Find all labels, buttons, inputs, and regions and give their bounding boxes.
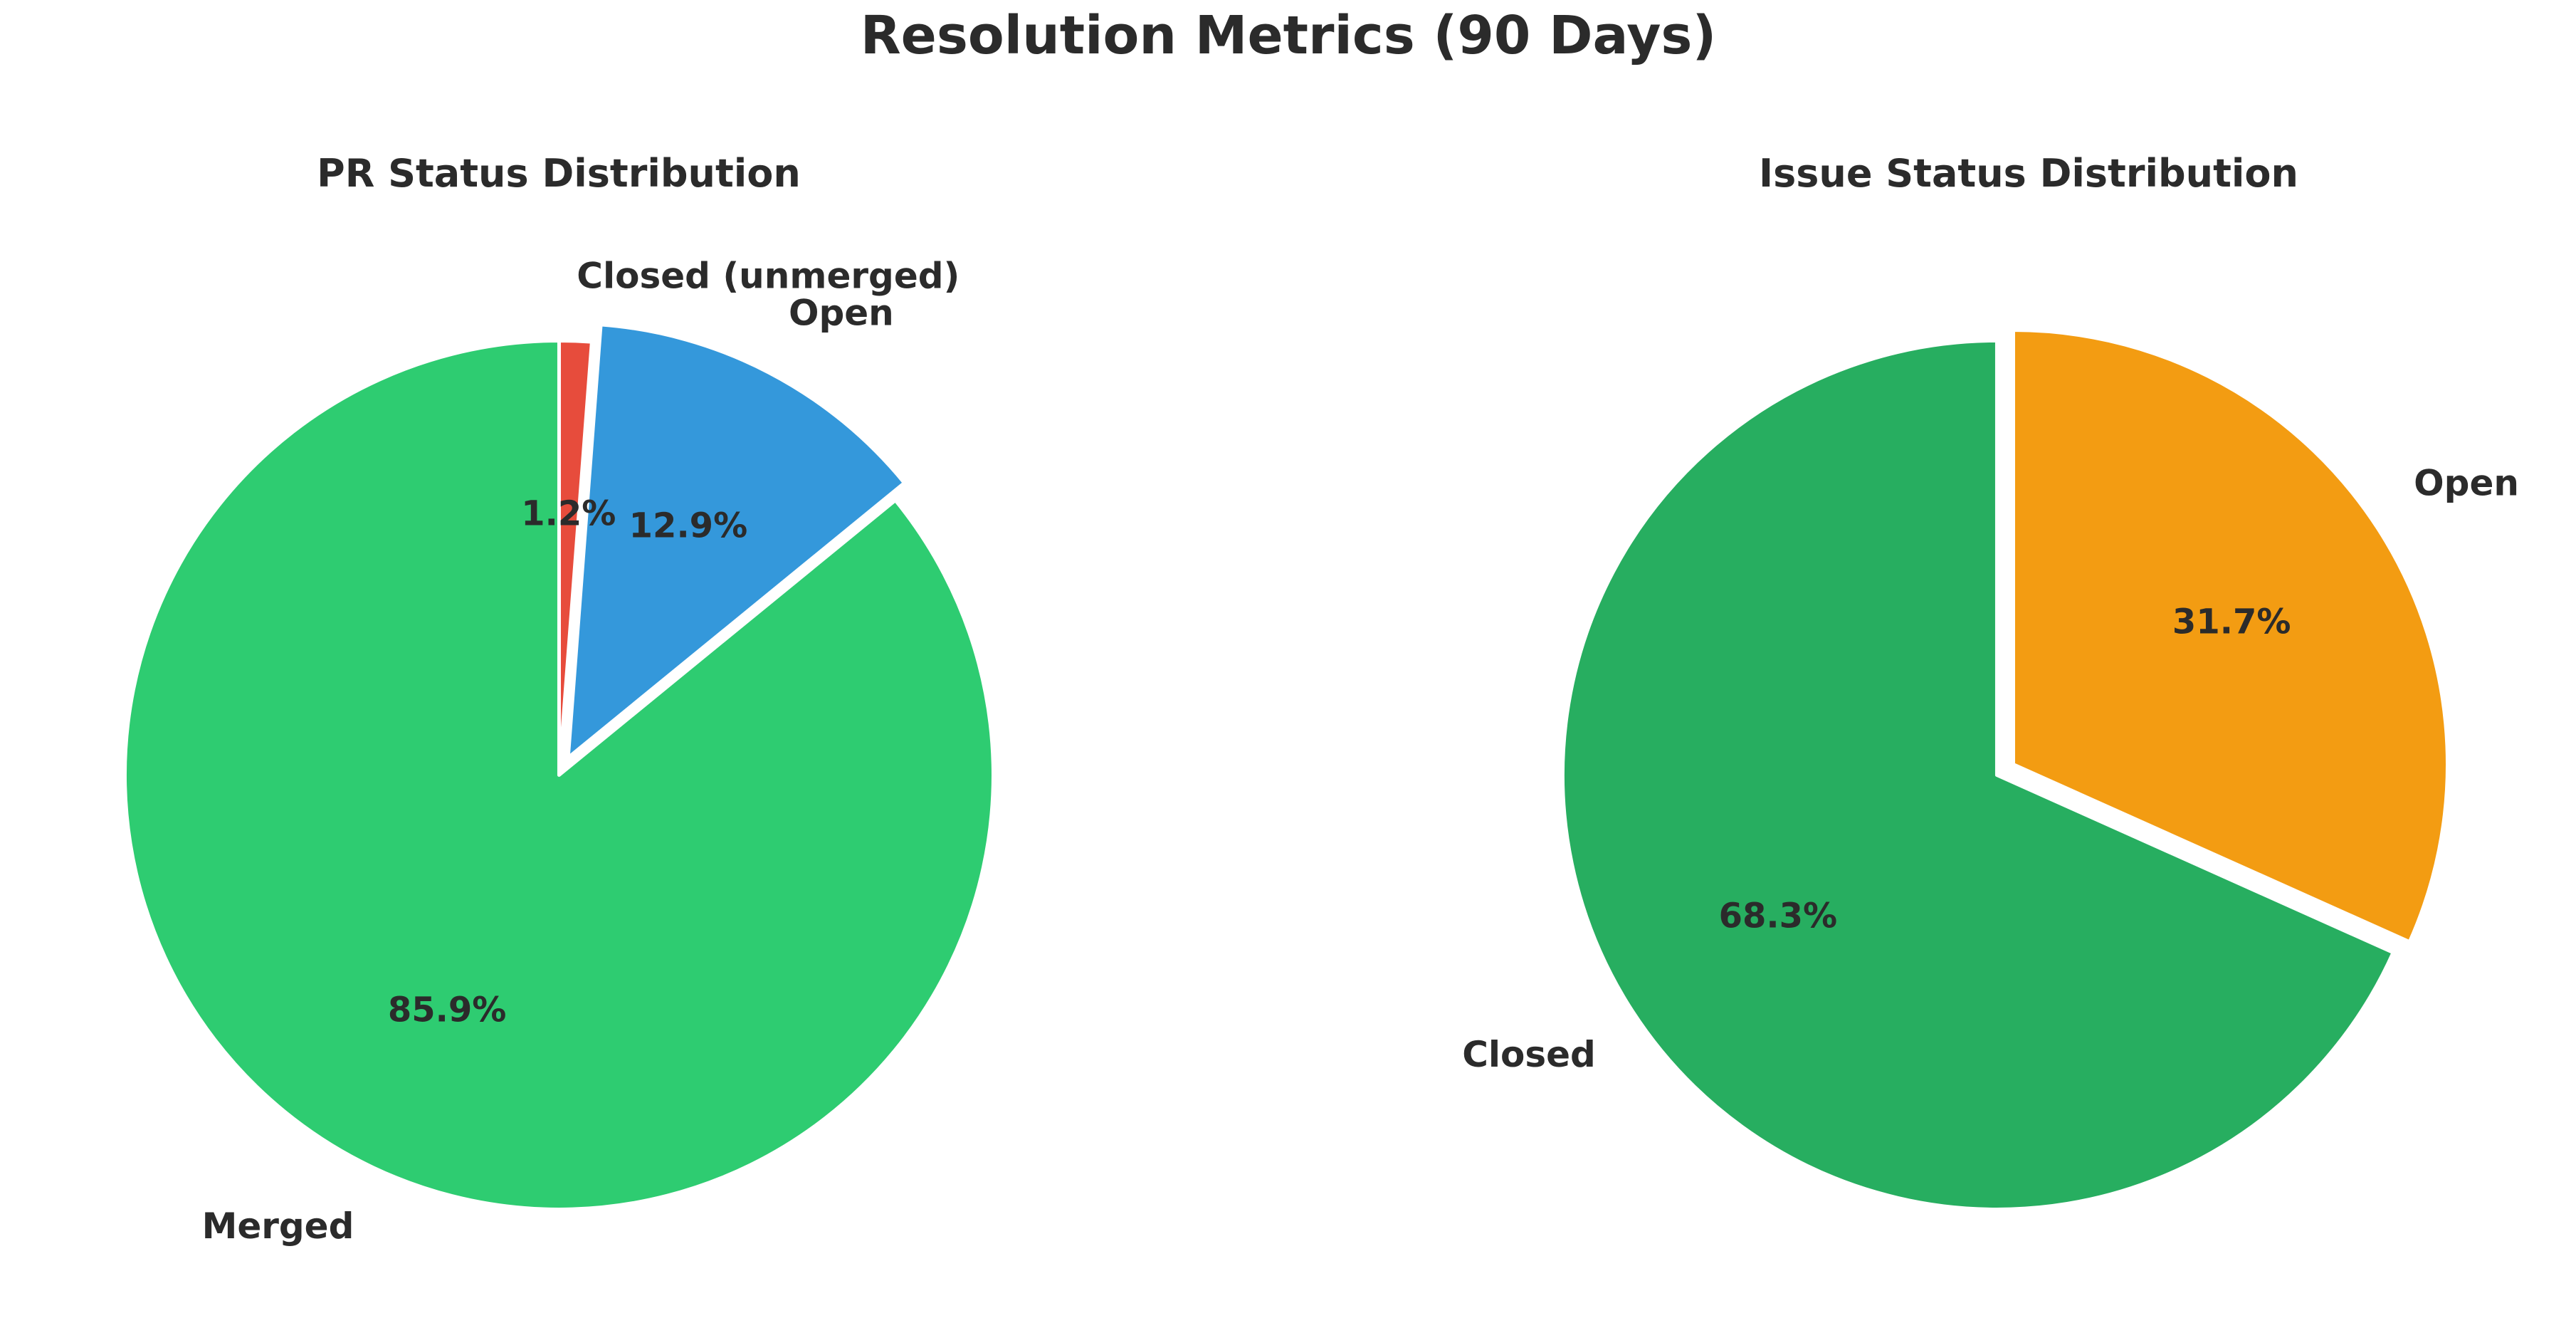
issue-status-distribution-pie — [1560, 328, 2449, 1211]
issue-status-distribution-label-closed: Closed — [1462, 1033, 1596, 1075]
pr-status-distribution-pie — [122, 322, 995, 1211]
pr-status-distribution-label-merged: Merged — [201, 1205, 354, 1248]
issue-status-distribution-slice-closed — [1560, 338, 2395, 1211]
figure-title: Resolution Metrics (90 Days) — [860, 5, 1717, 66]
issue-status-distribution-slice-open — [2011, 328, 2449, 943]
pr-status-distribution-label-closed-unmerged: Closed (unmerged) — [577, 255, 960, 297]
pr-status-chart-title: PR Status Distribution — [317, 151, 801, 196]
issue-status-distribution-pct-open: 31.7% — [2172, 602, 2291, 642]
pr-status-distribution-label-open: Open — [788, 292, 894, 334]
issue-status-distribution-label-open: Open — [2414, 462, 2519, 504]
pr-status-distribution-pct-open: 12.9% — [629, 506, 748, 546]
pr-status-distribution-slice-merged — [122, 338, 995, 1211]
pr-status-distribution-pct-merged: 85.9% — [387, 990, 507, 1030]
issue-status-distribution-pct-closed: 68.3% — [1718, 896, 1838, 936]
pr-status-distribution-slice-open — [566, 322, 906, 760]
pr-status-distribution-pct-closed-unmerged: 1.2% — [521, 493, 616, 534]
issue-status-chart-title: Issue Status Distribution — [1759, 151, 2298, 196]
